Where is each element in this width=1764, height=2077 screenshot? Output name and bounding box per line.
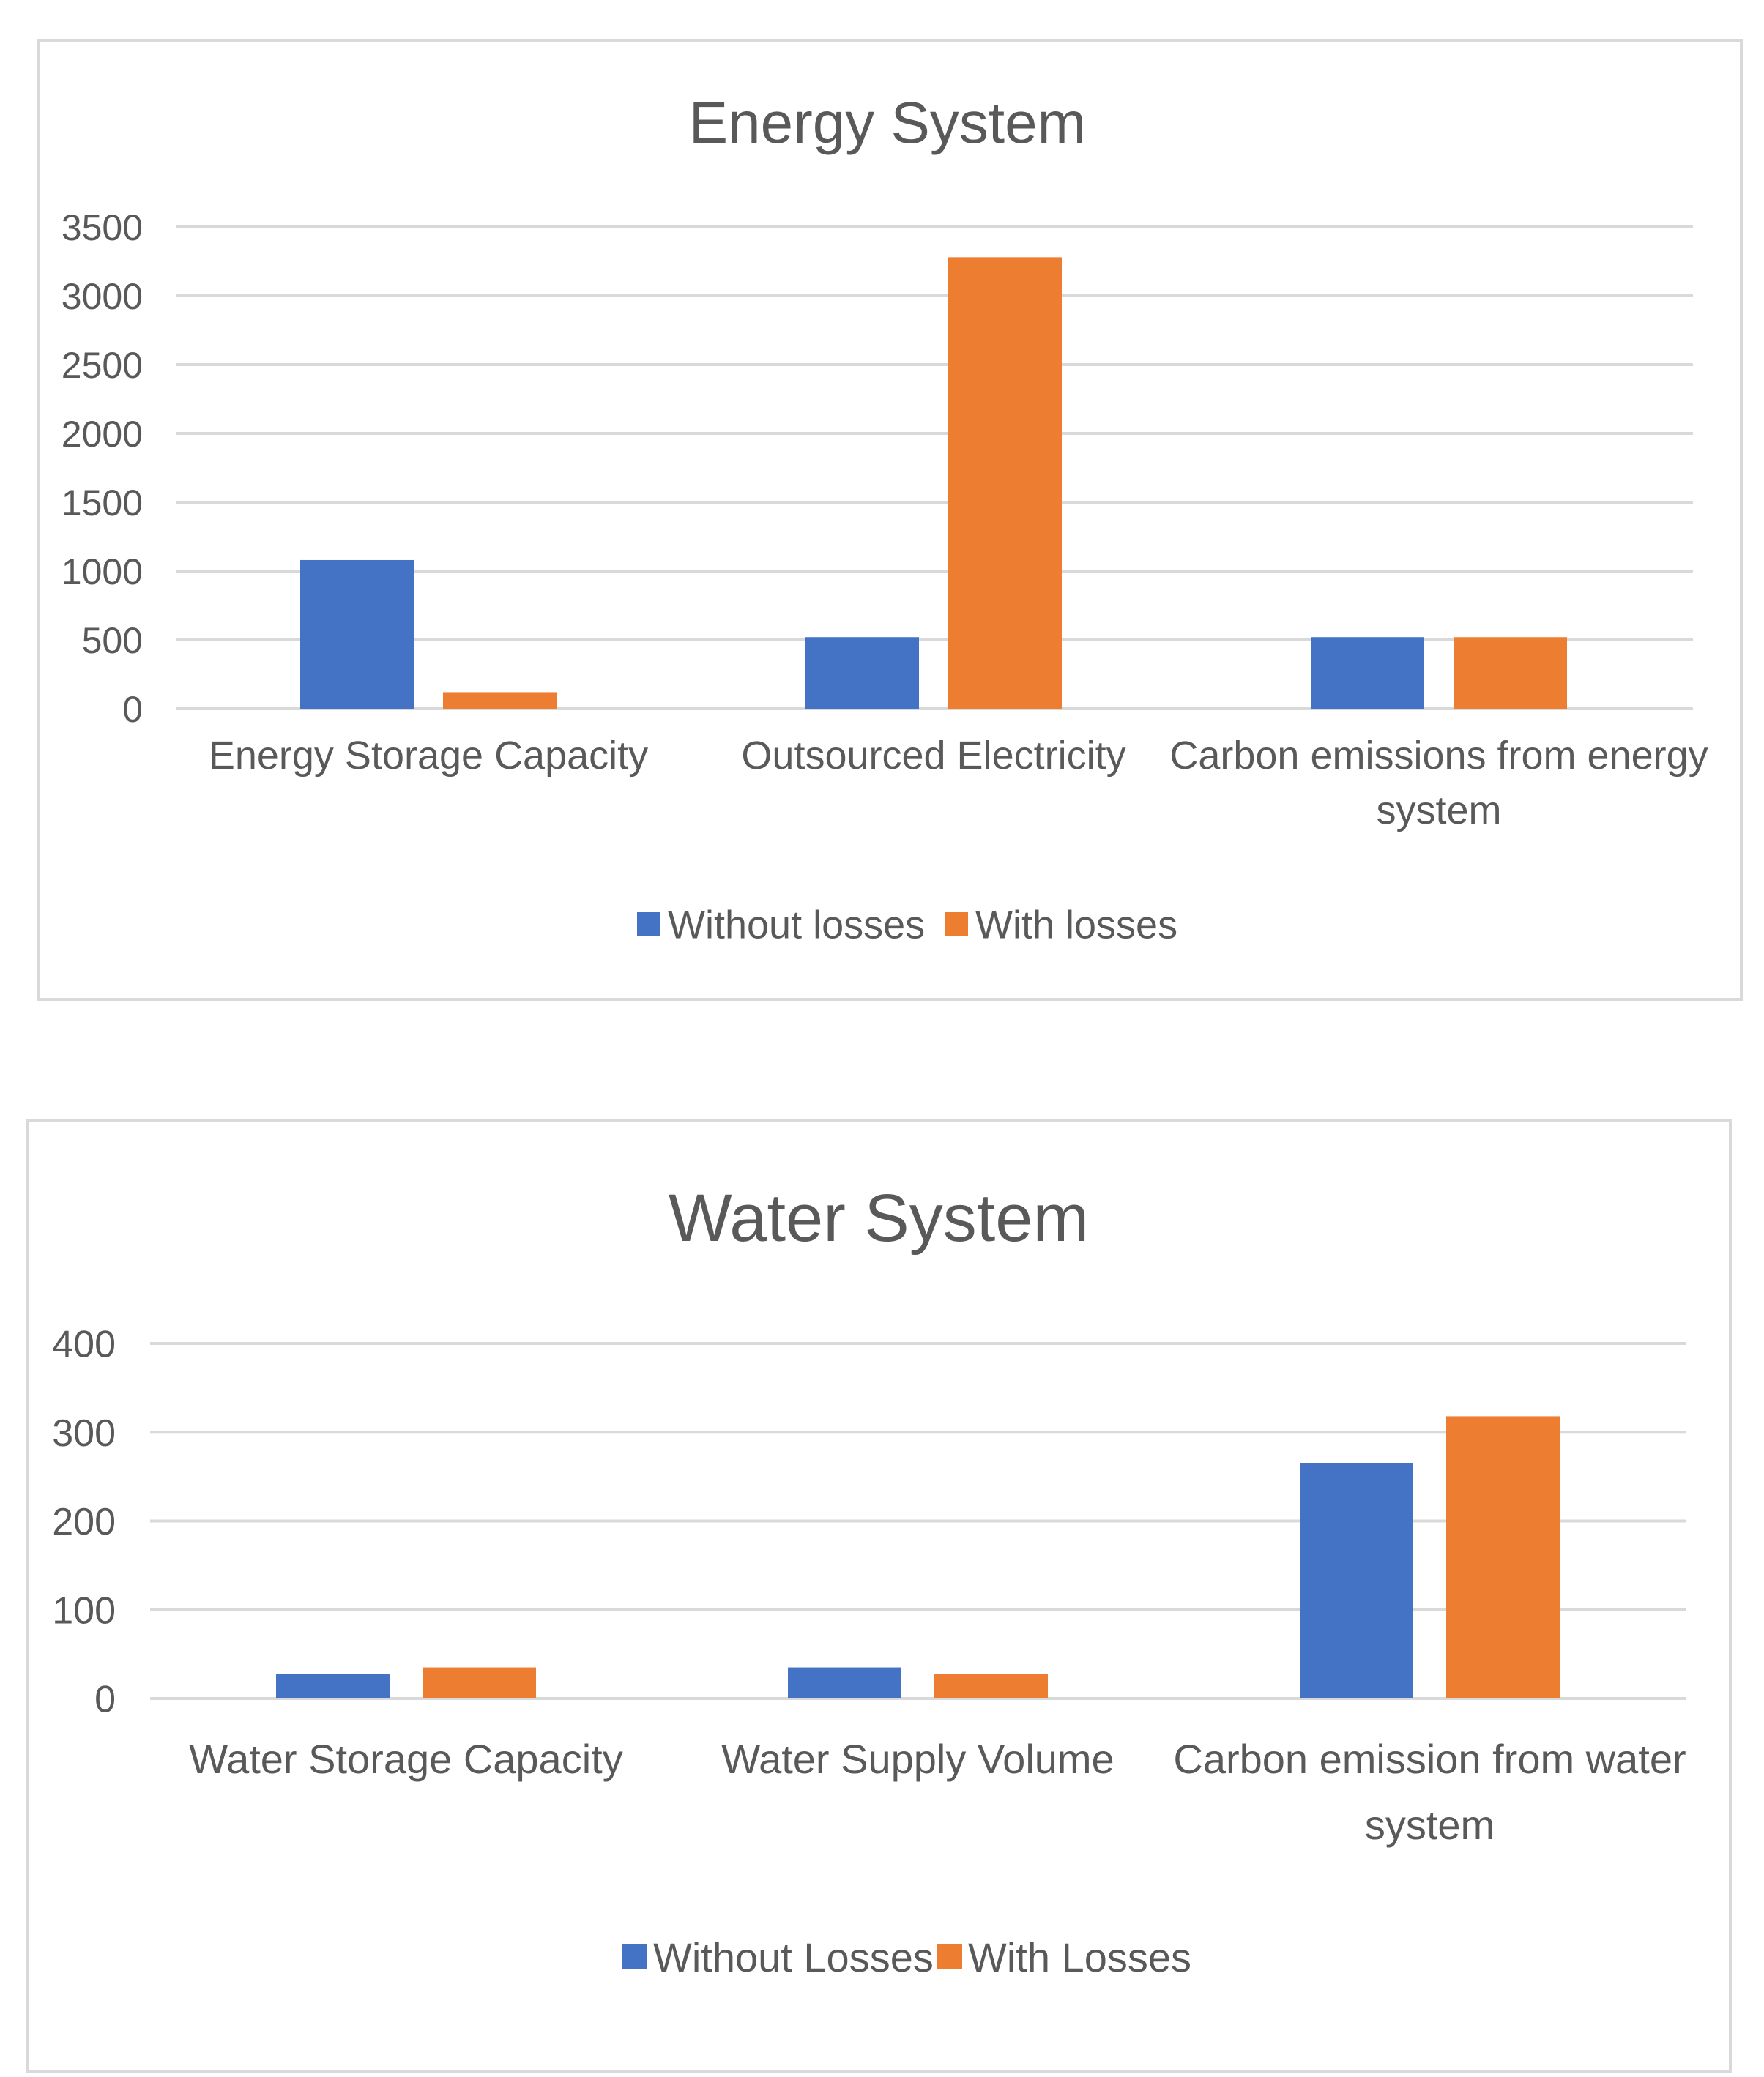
x-tick-label: Water Supply Volume — [721, 1736, 1114, 1782]
x-tick-label: Water Storage Capacity — [189, 1736, 622, 1782]
legend-label: With Losses — [968, 1934, 1191, 1980]
energy-xticks: Energy Storage Capacity Outsourced Electr… — [209, 734, 1708, 832]
y-tick-label: 400 — [52, 1324, 116, 1366]
legend-swatch — [637, 912, 660, 936]
legend-label: With losses — [975, 903, 1177, 947]
energy-legend: Without losses With losses — [637, 903, 1177, 947]
bar — [1454, 637, 1567, 709]
water-bars — [276, 1416, 1560, 1698]
y-tick-label: 3500 — [62, 207, 143, 248]
water-gridlines — [150, 1342, 1686, 1700]
energy-chart: Energy System 0 500 1000 1500 2000 2500 3000 35… — [37, 39, 1743, 1001]
energy-yticks: 0 500 1000 1500 2000 2500 3000 3500 — [62, 207, 143, 730]
energy-chart-title: Energy System — [689, 90, 1086, 155]
y-tick-label: 0 — [122, 689, 143, 730]
legend-swatch — [622, 1944, 647, 1969]
y-tick-label: 100 — [52, 1589, 116, 1632]
bar — [805, 637, 919, 709]
bar — [788, 1667, 901, 1698]
legend-label: Without Losses — [653, 1934, 934, 1980]
water-yticks: 0 100 200 300 400 — [52, 1324, 116, 1721]
x-tick-label: Outsourced Electricity — [741, 734, 1125, 778]
bar — [934, 1674, 1048, 1698]
x-tick-label: system — [1376, 788, 1501, 832]
bar — [300, 559, 414, 709]
bar — [948, 257, 1062, 709]
bar — [1446, 1416, 1560, 1698]
y-tick-label: 0 — [94, 1679, 116, 1721]
y-tick-label: 500 — [82, 620, 143, 661]
bar — [443, 692, 557, 709]
x-tick-label: Carbon emissions from energy — [1169, 734, 1708, 778]
bar — [423, 1667, 536, 1698]
y-tick-label: 1000 — [62, 551, 143, 592]
energy-chart-border — [37, 39, 1743, 1001]
y-tick-label: 3000 — [62, 276, 143, 317]
legend-swatch — [945, 912, 968, 936]
y-tick-label: 1500 — [62, 482, 143, 523]
legend-label: Without losses — [668, 903, 925, 947]
energy-gridlines — [176, 225, 1693, 710]
y-tick-label: 200 — [52, 1501, 116, 1543]
y-tick-label: 2000 — [62, 414, 143, 455]
bar — [1311, 637, 1424, 709]
water-chart: Water System 0 100 200 300 400 Water Storage… — [26, 1119, 1732, 2073]
bar — [276, 1674, 390, 1698]
bar — [1300, 1463, 1413, 1698]
y-tick-label: 2500 — [62, 345, 143, 386]
x-tick-label: system — [1365, 1802, 1495, 1848]
y-tick-label: 300 — [52, 1412, 116, 1455]
x-tick-label: Energy Storage Capacity — [209, 734, 648, 778]
legend-swatch — [937, 1944, 962, 1969]
water-chart-title: Water System — [669, 1181, 1089, 1256]
water-legend: Without Losses With Losses — [622, 1934, 1191, 1980]
energy-bars — [300, 257, 1567, 709]
x-tick-label: Carbon emission from water — [1173, 1736, 1686, 1782]
water-xticks: Water Storage Capacity Water Supply Volum… — [189, 1736, 1686, 1848]
